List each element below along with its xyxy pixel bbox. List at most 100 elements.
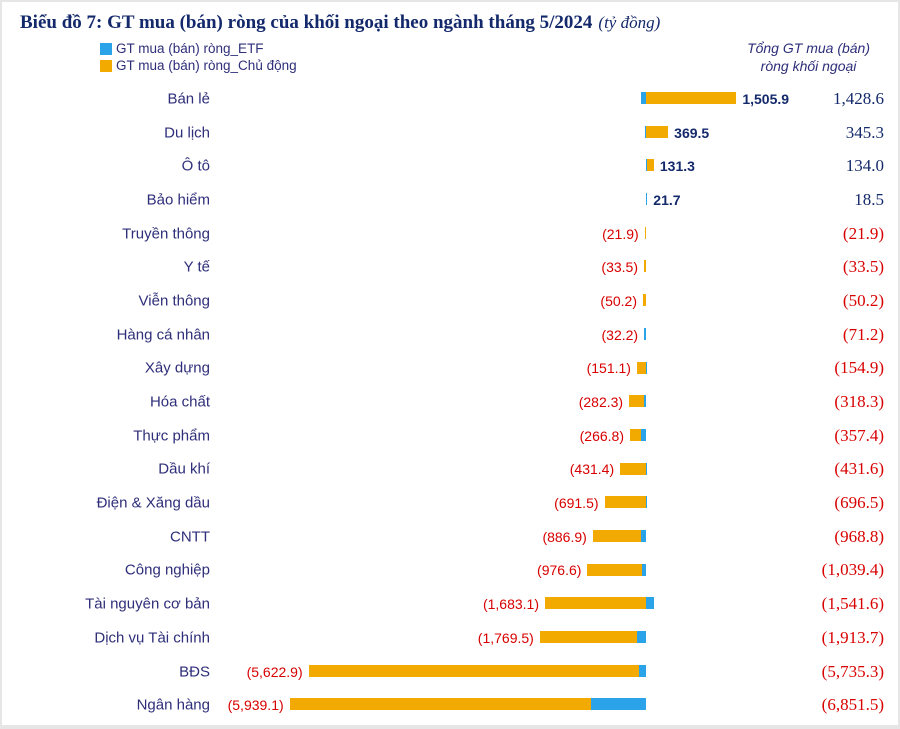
total-value: (1,039.4) (784, 560, 884, 580)
chart-rows: Bán lẻ1,505.91,428.6Du lịch369.5345.3Ô t… (2, 82, 900, 722)
right-header-line1: Tổng GT mua (bán) (747, 40, 870, 58)
category-label: Hàng cá nhân (2, 326, 210, 343)
bar-chudong (646, 159, 654, 171)
bar-area: 1,505.9 (216, 82, 776, 116)
chart-row: Du lịch369.5345.3 (2, 116, 900, 150)
bar-value-label: 21.7 (653, 192, 680, 208)
bar-chudong (587, 564, 646, 576)
bar-value-label: (266.8) (580, 428, 624, 444)
category-label: Du lịch (2, 124, 210, 141)
chart-row: Bán lẻ1,505.91,428.6 (2, 82, 900, 116)
bar-etf (646, 496, 647, 508)
bar-value-label: (50.2) (600, 293, 637, 309)
category-label: BĐS (2, 663, 210, 680)
total-value: (968.8) (784, 527, 884, 547)
bar-area: (266.8) (216, 419, 776, 453)
bar-value-label: (886.9) (542, 529, 586, 545)
total-value: (1,541.6) (784, 594, 884, 614)
bar-value-label: (5,622.9) (247, 664, 303, 680)
total-value: (1,913.7) (784, 628, 884, 648)
chart-row: Tài nguyên cơ bản(1,683.1)(1,541.6) (2, 587, 900, 621)
bar-value-label: (151.1) (587, 360, 631, 376)
bar-etf (645, 126, 646, 138)
bar-value-label: (1,769.5) (478, 630, 534, 646)
total-value: (357.4) (784, 426, 884, 446)
bar-area: 131.3 (216, 149, 776, 183)
total-value: 18.5 (784, 190, 884, 210)
chart-row: Ngân hàng(5,939.1)(6,851.5) (2, 688, 900, 722)
bar-value-label: (976.6) (537, 562, 581, 578)
bar-chudong (637, 362, 646, 374)
chart-row: Điện & Xăng dầu(691.5)(696.5) (2, 486, 900, 520)
bar-value-label: 369.5 (674, 125, 709, 141)
bar-area: (33.5) (216, 250, 776, 284)
chart-row: Ô tô 131.3 134.0 (2, 149, 900, 183)
legend: GT mua (bán) ròng_ETF GT mua (bán) ròng_… (100, 40, 297, 74)
bar-value-label: 1,505.9 (742, 91, 789, 107)
bar-etf (639, 665, 646, 677)
category-label: Thực phẩm (2, 427, 210, 444)
chart-title: Biểu đồ 7: GT mua (bán) ròng của khối ng… (20, 12, 592, 34)
chart-row: Viễn thông (50.2) (50.2) (2, 284, 900, 318)
bar-area: (151.1) (216, 352, 776, 386)
legend-label-etf: GT mua (bán) ròng_ETF (116, 41, 264, 56)
bar-area: (691.5) (216, 486, 776, 520)
bar-area: (5,622.9) (216, 655, 776, 689)
legend-swatch-etf (100, 43, 112, 55)
bar-area: (50.2) (216, 284, 776, 318)
bar-chudong (643, 294, 646, 306)
bar-chudong (646, 92, 736, 104)
chart-row: BĐS(5,622.9)(5,735.3) (2, 655, 900, 689)
bar-area: (431.4) (216, 453, 776, 487)
bar-area: (976.6) (216, 554, 776, 588)
bar-value-label: (5,939.1) (228, 697, 284, 713)
bar-area: (5,939.1) (216, 688, 776, 722)
bar-value-label: (21.9) (602, 226, 639, 242)
chart-row: Dầu khí (431.4) (431.6) (2, 453, 900, 487)
category-label: Viễn thông (2, 292, 210, 309)
bar-area: (1,683.1) (216, 587, 776, 621)
chart-frame: Biểu đồ 7: GT mua (bán) ròng của khối ng… (0, 0, 900, 729)
total-value: (431.6) (784, 459, 884, 479)
right-header-line2: ròng khối ngoại (747, 58, 870, 76)
bar-chudong (545, 597, 646, 609)
chart-row: Xây dựng (151.1) (154.9) (2, 352, 900, 386)
total-value: (50.2) (784, 291, 884, 311)
category-label: Ô tô (2, 158, 210, 175)
chart-row: Công nghiệp(976.6)(1,039.4) (2, 554, 900, 588)
bar-value-label: (1,683.1) (483, 596, 539, 612)
category-label: CNTT (2, 528, 210, 545)
bar-etf (646, 159, 647, 171)
bar-chudong (605, 496, 646, 508)
bar-chudong (620, 463, 646, 475)
total-value: 1,428.6 (784, 89, 884, 109)
bar-value-label: (33.5) (601, 259, 638, 275)
legend-swatch-chudong (100, 60, 112, 72)
category-label: Ngân hàng (2, 697, 210, 714)
total-value: (71.2) (784, 325, 884, 345)
category-label: Bảo hiểm (2, 191, 210, 208)
right-header: Tổng GT mua (bán) ròng khối ngoại (747, 40, 870, 75)
total-value: (318.3) (784, 392, 884, 412)
category-label: Xây dựng (2, 360, 210, 377)
bar-etf (646, 362, 647, 374)
chart-row: Dịch vụ Tài chính(1,769.5)(1,913.7) (2, 621, 900, 655)
chart-row: Truyền thông(21.9)(21.9) (2, 217, 900, 251)
bar-chudong (593, 530, 646, 542)
total-value: (154.9) (784, 358, 884, 378)
legend-item-chudong: GT mua (bán) ròng_Chủ động (100, 57, 297, 74)
bar-etf (644, 328, 646, 340)
bar-etf (644, 395, 646, 407)
legend-item-etf: GT mua (bán) ròng_ETF (100, 40, 297, 57)
chart-row: Thực phẩm (266.8) (357.4) (2, 419, 900, 453)
bar-etf (591, 698, 646, 710)
chart-row: CNTT (886.9) (968.8) (2, 520, 900, 554)
bar-area: (32.2) (216, 318, 776, 352)
bar-etf (646, 463, 647, 475)
total-value: 134.0 (784, 156, 884, 176)
category-label: Dầu khí (2, 461, 210, 478)
category-label: Bán lẻ (2, 90, 210, 107)
total-value: (33.5) (784, 257, 884, 277)
chart-row: Y tế(33.5)(33.5) (2, 250, 900, 284)
bar-etf (646, 193, 647, 205)
